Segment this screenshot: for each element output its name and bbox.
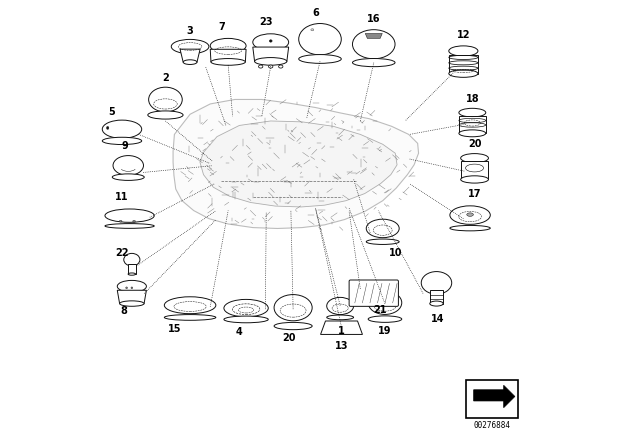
Ellipse shape: [128, 273, 136, 275]
Ellipse shape: [132, 220, 136, 222]
Polygon shape: [117, 290, 147, 304]
Text: 3: 3: [187, 26, 193, 36]
Ellipse shape: [106, 126, 109, 129]
Text: 4: 4: [236, 327, 243, 337]
Ellipse shape: [450, 206, 490, 224]
Ellipse shape: [366, 239, 399, 245]
Polygon shape: [200, 121, 397, 207]
Polygon shape: [430, 290, 443, 304]
Text: 20: 20: [282, 333, 296, 343]
Ellipse shape: [148, 111, 183, 119]
Ellipse shape: [255, 58, 287, 65]
Ellipse shape: [105, 224, 154, 228]
Ellipse shape: [278, 65, 283, 68]
Ellipse shape: [368, 291, 402, 314]
Ellipse shape: [311, 29, 314, 31]
Text: 10: 10: [389, 248, 403, 258]
Ellipse shape: [449, 46, 478, 56]
Polygon shape: [449, 55, 478, 73]
Ellipse shape: [120, 301, 144, 306]
Text: 17: 17: [468, 189, 481, 198]
Ellipse shape: [450, 225, 490, 231]
Ellipse shape: [148, 87, 182, 112]
Ellipse shape: [172, 39, 209, 54]
Ellipse shape: [459, 130, 486, 137]
Ellipse shape: [461, 176, 488, 183]
Ellipse shape: [449, 70, 478, 78]
Ellipse shape: [224, 316, 268, 323]
Polygon shape: [474, 385, 515, 408]
Text: 00276884: 00276884: [474, 421, 511, 430]
Text: 18: 18: [465, 94, 479, 103]
Text: 19: 19: [378, 326, 392, 336]
Ellipse shape: [224, 299, 268, 317]
Ellipse shape: [274, 295, 312, 321]
Ellipse shape: [269, 40, 272, 42]
Ellipse shape: [461, 154, 488, 163]
Ellipse shape: [353, 59, 395, 67]
Ellipse shape: [105, 209, 154, 222]
Ellipse shape: [274, 323, 312, 330]
Ellipse shape: [327, 315, 354, 320]
Polygon shape: [365, 34, 382, 39]
Ellipse shape: [353, 30, 395, 59]
Ellipse shape: [183, 60, 197, 65]
Ellipse shape: [124, 254, 140, 266]
Polygon shape: [459, 116, 486, 134]
Ellipse shape: [102, 120, 141, 138]
Ellipse shape: [164, 297, 216, 314]
Polygon shape: [253, 47, 289, 61]
Polygon shape: [173, 99, 419, 228]
Text: 14: 14: [431, 314, 444, 324]
FancyBboxPatch shape: [349, 280, 398, 306]
Text: 8: 8: [120, 306, 127, 316]
Ellipse shape: [112, 174, 144, 181]
Text: 5: 5: [108, 107, 115, 117]
Ellipse shape: [269, 65, 273, 68]
Text: 12: 12: [456, 30, 470, 40]
Ellipse shape: [327, 297, 354, 314]
Ellipse shape: [113, 155, 143, 176]
Ellipse shape: [430, 301, 443, 306]
Text: 11: 11: [115, 192, 129, 202]
Ellipse shape: [117, 280, 147, 292]
Ellipse shape: [459, 108, 486, 117]
Text: 23: 23: [259, 17, 273, 26]
Ellipse shape: [131, 287, 132, 289]
Polygon shape: [210, 49, 246, 62]
Ellipse shape: [299, 55, 341, 63]
Ellipse shape: [102, 137, 141, 145]
FancyBboxPatch shape: [467, 380, 518, 418]
Text: 6: 6: [312, 9, 319, 18]
Text: 16: 16: [367, 14, 381, 24]
Text: 1: 1: [338, 326, 345, 336]
Polygon shape: [321, 321, 362, 334]
Polygon shape: [180, 49, 200, 62]
Text: 9: 9: [122, 142, 129, 151]
Ellipse shape: [210, 39, 246, 53]
Text: 13: 13: [335, 341, 348, 351]
Ellipse shape: [366, 219, 399, 238]
Ellipse shape: [253, 34, 289, 51]
Polygon shape: [128, 264, 136, 274]
Text: 2: 2: [162, 73, 169, 83]
Ellipse shape: [259, 65, 263, 68]
Text: 21: 21: [374, 305, 387, 315]
Ellipse shape: [211, 59, 245, 65]
Text: 15: 15: [168, 324, 181, 334]
Ellipse shape: [125, 287, 127, 289]
Polygon shape: [461, 161, 488, 180]
Text: 22: 22: [115, 248, 129, 258]
Text: 20: 20: [468, 139, 481, 149]
Ellipse shape: [119, 220, 122, 222]
Ellipse shape: [368, 316, 402, 323]
Text: 7: 7: [218, 22, 225, 32]
Ellipse shape: [467, 213, 474, 216]
Ellipse shape: [299, 23, 341, 55]
Ellipse shape: [421, 271, 452, 294]
Ellipse shape: [164, 314, 216, 320]
